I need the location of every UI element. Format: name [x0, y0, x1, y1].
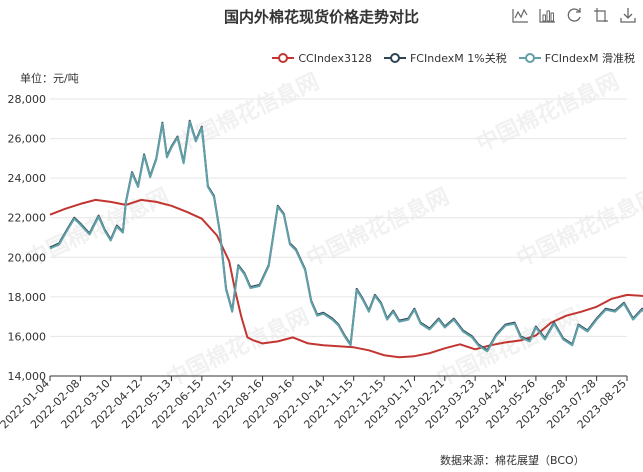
chart-toolbox: [511, 6, 637, 24]
legend-marker-ccindex: [272, 53, 295, 63]
y-tick-label: 28,000: [8, 93, 47, 106]
y-tick-label: 16,000: [8, 330, 47, 343]
refresh-icon[interactable]: [565, 6, 583, 24]
legend-marker-fcindex-sliding: [518, 53, 541, 63]
y-axis-unit-label: 单位：元/吨: [20, 72, 79, 85]
restore-icon[interactable]: [592, 6, 610, 24]
series-line-1: [49, 119, 643, 352]
line-chart-icon[interactable]: [511, 6, 529, 24]
legend-item-ccindex[interactable]: CCIndex3128: [272, 52, 372, 65]
series-line-0: [49, 198, 643, 359]
chart-title: 国内外棉花现货价格走势对比: [223, 8, 419, 26]
series-line-2: [49, 120, 643, 353]
legend-label-ccindex: CCIndex3128: [298, 51, 372, 65]
y-tick-label: 20,000: [8, 251, 47, 264]
legend-label-fcindex-1pct: FCIndexM 1%关税: [409, 52, 507, 65]
legend-item-fcindex-sliding[interactable]: FCIndexM 滑准税: [518, 50, 635, 66]
legend-label-fcindex-sliding: FCIndexM 滑准税: [544, 52, 635, 65]
y-tick-label: 26,000: [8, 133, 47, 146]
y-tick-label: 22,000: [8, 212, 47, 225]
download-icon[interactable]: [619, 6, 637, 24]
y-tick-label: 14,000: [8, 370, 47, 383]
legend-item-fcindex-1pct[interactable]: FCIndexM 1%关税: [383, 50, 507, 66]
data-source-label: 数据来源：棉花展望（BCO）: [440, 454, 585, 467]
bar-chart-icon[interactable]: [538, 6, 556, 24]
legend-marker-fcindex-1pct: [383, 53, 406, 63]
y-tick-label: 24,000: [8, 172, 47, 185]
y-tick-label: 18,000: [8, 291, 47, 304]
chart-legend: CCIndex3128 FCIndexM 1%关税 FCIndexM 滑准税: [272, 50, 635, 66]
